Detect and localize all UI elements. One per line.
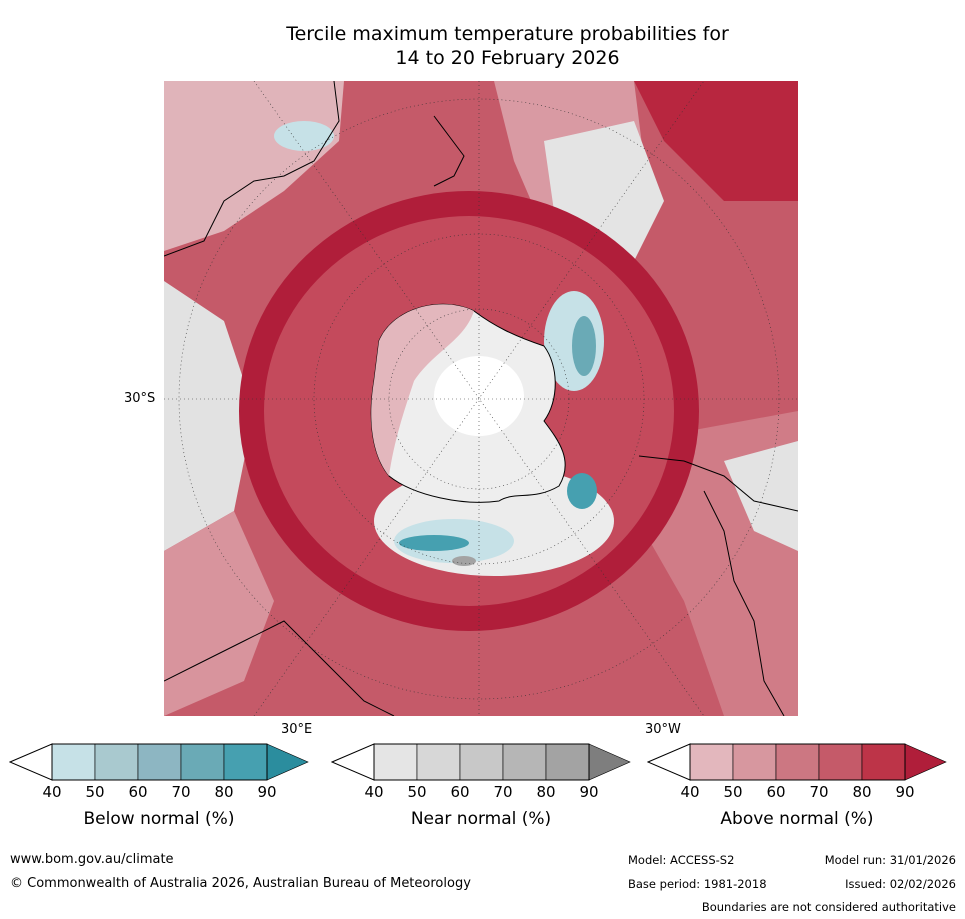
legend-above-tick: 40: [680, 783, 700, 801]
footer-base-period: Base period: 1981-2018: [628, 877, 767, 891]
south-america-east-coast: [703, 490, 785, 716]
legend-near-swatch-2: [416, 743, 461, 781]
title-line-1: Tercile maximum temperature probabilitie…: [286, 23, 729, 45]
footer-disclaimer: Boundaries are not considered authoritat…: [701, 900, 956, 914]
region-grey-atlantic: [724, 441, 798, 551]
legend-near-normal: 40 50 60 70 80 90 Near normal (%): [331, 743, 631, 843]
region-south-indian: [164, 511, 274, 716]
title-line-2: 14 to 20 February 2026: [395, 47, 620, 69]
legend-above-swatch-3: [775, 743, 820, 781]
australia-coast: [164, 81, 340, 257]
legend-below-outline: [51, 743, 268, 781]
south-pole-region: [434, 356, 524, 436]
legend-near-swatch-4: [502, 743, 547, 781]
legend-near-tick: 70: [493, 783, 513, 801]
graticule-30s: [178, 98, 780, 700]
probability-map[interactable]: [164, 81, 798, 716]
chart-title: Tercile maximum temperature probabilitie…: [160, 22, 855, 70]
legend-above-title: Above normal (%): [720, 809, 874, 829]
legend-near-swatch-5: [545, 743, 590, 781]
legend-near-swatch-1: [373, 743, 418, 781]
legend-below-tick: 60: [128, 783, 148, 801]
legend-above-swatch-5: [861, 743, 906, 781]
footer-model: Model: ACCESS-S2: [628, 853, 735, 867]
region-grey-indian: [164, 281, 254, 551]
legend-near-swatch-3: [459, 743, 504, 781]
legend-below-swatch-2: [94, 743, 139, 781]
legend-below-normal-bar: [9, 743, 309, 781]
legend-above-outline: [689, 743, 906, 781]
legend-above-tick: 60: [766, 783, 786, 801]
legend-near-title: Near normal (%): [410, 809, 552, 829]
legend-above-normal-bar: [647, 743, 947, 781]
legend-below-normal: 40 50 60 70 80 90 Below normal (%): [9, 743, 309, 843]
legend-above-arrow-left: [647, 743, 691, 781]
legend-near-tick: 60: [450, 783, 470, 801]
legend-below-tick: 50: [85, 783, 105, 801]
region-near-normal-core: [452, 556, 476, 566]
legend-below-swatch-5: [223, 743, 268, 781]
region-below-normal-southeast: [567, 473, 597, 509]
legend-below-tick: 70: [171, 783, 191, 801]
legend-near-arrow-left: [331, 743, 375, 781]
legend-above-swatch-4: [818, 743, 863, 781]
legend-below-arrow-right: [266, 743, 309, 781]
legend-above-tick: 90: [895, 783, 915, 801]
antarctica-above-normal: [371, 304, 474, 476]
legend-below-arrow-left: [9, 743, 53, 781]
longitude-label-east: 30°E: [281, 722, 313, 737]
footer-url[interactable]: www.bom.gov.au/climate: [10, 852, 174, 867]
legend-above-arrow-right: [904, 743, 947, 781]
legend-above-tick: 50: [723, 783, 743, 801]
map-svg: [164, 81, 798, 716]
legend-near-tick: 40: [364, 783, 384, 801]
legend-below-title: Below normal (%): [83, 809, 235, 829]
legend-below-tick: 90: [257, 783, 277, 801]
graticule-meridian-diag2: [253, 81, 705, 716]
africa-coast: [164, 620, 395, 716]
region-below-normal-core: [399, 535, 469, 551]
legend-above-swatch-1: [689, 743, 734, 781]
legend-below-tick: 80: [214, 783, 234, 801]
legend-near-arrow-right: [588, 743, 631, 781]
footer-model-run: Model run: 31/01/2026: [824, 853, 956, 867]
footer-copyright: © Commonwealth of Australia 2026, Austra…: [10, 876, 471, 891]
south-america-coast: [638, 455, 798, 512]
legend-above-tick: 80: [852, 783, 872, 801]
legend-below-swatch-4: [180, 743, 225, 781]
legend-near-tick: 80: [536, 783, 556, 801]
region-below-normal-east-core: [572, 316, 596, 376]
footer-issued: Issued: 02/02/2026: [845, 877, 956, 891]
legend-near-tick: 90: [579, 783, 599, 801]
legend-below-swatch-3: [137, 743, 182, 781]
latitude-label: 30°S: [124, 391, 156, 406]
legend-near-outline: [373, 743, 590, 781]
legend-below-swatch-1: [51, 743, 96, 781]
region-east-pacific: [634, 81, 798, 201]
legend-near-normal-bar: [331, 743, 631, 781]
legend-above-tick: 70: [809, 783, 829, 801]
legend-above-normal: 40 50 60 70 80 90 Above normal (%): [647, 743, 947, 843]
legend-below-tick: 40: [42, 783, 62, 801]
graticule-meridian-diag1: [253, 81, 705, 716]
legend-above-swatch-2: [732, 743, 777, 781]
legend-near-tick: 50: [407, 783, 427, 801]
new-zealand-coast: [433, 115, 465, 187]
region-below-normal-australia: [274, 121, 334, 151]
longitude-label-west: 30°W: [645, 722, 681, 737]
